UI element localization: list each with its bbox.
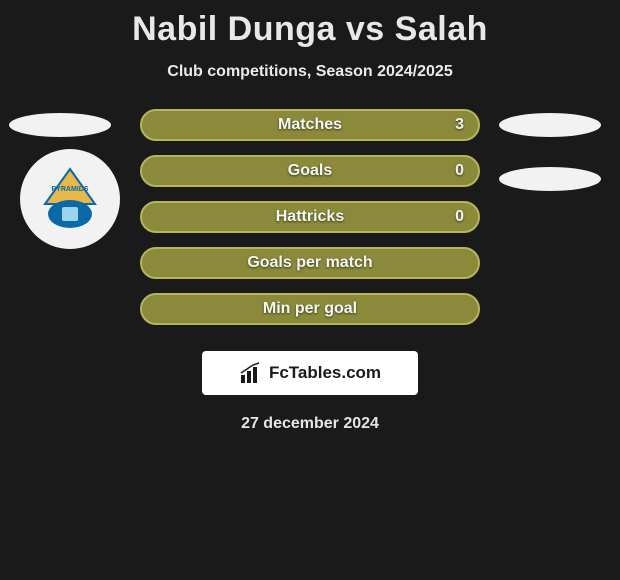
stat-value: 3: [455, 116, 464, 134]
stat-row-matches: Matches 3: [0, 109, 620, 145]
stats-container: Matches 3 PYRAMIDS Goals 0 Hattricks 0 G…: [0, 109, 620, 433]
stat-row-gpm: Goals per match: [0, 247, 620, 283]
stat-bar: Hattricks 0: [140, 201, 480, 233]
right-pill-icon: [499, 113, 601, 137]
stat-value: 0: [455, 162, 464, 180]
svg-text:PYRAMIDS: PYRAMIDS: [52, 186, 89, 193]
stat-row-mpg: Min per goal: [0, 293, 620, 329]
branding-logo[interactable]: FcTables.com: [202, 351, 418, 395]
stat-label: Matches: [278, 116, 342, 134]
brand-text: FcTables.com: [269, 363, 381, 383]
stat-row-hattricks: Hattricks 0: [0, 201, 620, 237]
page-title: Nabil Dunga vs Salah: [0, 0, 620, 49]
chart-icon: [239, 361, 263, 385]
date-label: 27 december 2024: [0, 415, 620, 433]
stat-bar: Matches 3: [140, 109, 480, 141]
stat-label: Goals per match: [247, 254, 372, 272]
stat-value: 0: [455, 208, 464, 226]
subtitle: Club competitions, Season 2024/2025: [0, 63, 620, 81]
left-pill-icon: [9, 113, 111, 137]
stat-row-goals: PYRAMIDS Goals 0: [0, 155, 620, 191]
stat-label: Goals: [288, 162, 332, 180]
stat-bar: Goals 0: [140, 155, 480, 187]
right-pill-icon: [499, 167, 601, 191]
stat-label: Min per goal: [263, 300, 357, 318]
stat-bar: Goals per match: [140, 247, 480, 279]
stat-label: Hattricks: [276, 208, 344, 226]
stat-bar: Min per goal: [140, 293, 480, 325]
